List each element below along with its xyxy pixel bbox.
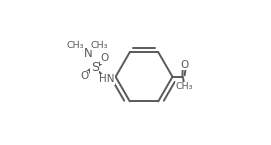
- Text: O: O: [80, 71, 89, 81]
- Text: S: S: [91, 61, 99, 74]
- Text: O: O: [180, 60, 189, 70]
- Text: CH₃: CH₃: [90, 41, 108, 50]
- Text: O: O: [101, 53, 109, 63]
- Text: CH₃: CH₃: [67, 41, 84, 50]
- Text: N: N: [84, 47, 93, 59]
- Text: CH₃: CH₃: [175, 82, 193, 91]
- Text: HN: HN: [99, 74, 115, 84]
